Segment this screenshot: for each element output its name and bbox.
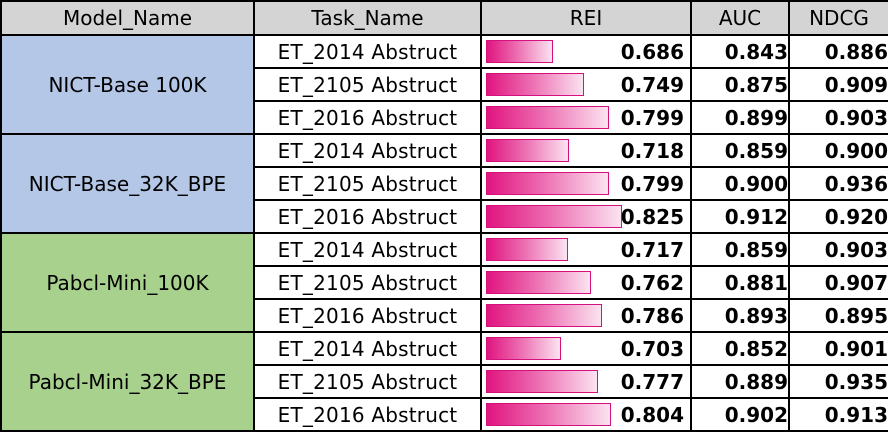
table-row: Pabcl-Mini_100K ET_2014 Abstruct 0.717 0.85… xyxy=(0,232,888,333)
rei-value: 0.799 xyxy=(620,105,684,130)
task-name-cell: ET_2016 Abstruct xyxy=(253,397,482,432)
rei-value: 0.777 xyxy=(620,369,684,394)
auc-value: 0.852 xyxy=(690,331,790,366)
model-name-cell: Pabcl-Mini_100K xyxy=(0,232,255,333)
auc-value: 0.889 xyxy=(690,364,790,399)
ndcg-value: 0.903 xyxy=(788,100,888,135)
ndcg-value: 0.901 xyxy=(788,331,888,366)
ndcg-value: 0.886 xyxy=(788,34,888,69)
rei-value: 0.749 xyxy=(620,72,684,97)
table-row: ET_2105 Abstruct 0.749 0.875 0.909 xyxy=(1,67,888,102)
auc-value: 0.900 xyxy=(690,166,790,201)
rei-bar xyxy=(486,238,568,261)
rei-bar xyxy=(486,370,598,393)
ndcg-value: 0.907 xyxy=(788,265,888,300)
table-row: ET_2016 Abstruct 0.786 0.893 0.895 xyxy=(1,298,888,333)
header-auc: AUC xyxy=(690,0,790,36)
header-row: Model_Name Task_Name REI AUC NDCG xyxy=(0,0,888,36)
ndcg-value: 0.903 xyxy=(788,232,888,267)
rei-cell: 0.786 xyxy=(480,298,692,333)
rei-cell: 0.686 xyxy=(480,34,692,69)
ndcg-value: 0.913 xyxy=(788,397,888,432)
table-row: NICT-Base 100K ET_2014 Abstruct 0.686 0.843… xyxy=(0,34,888,135)
rei-cell: 0.799 xyxy=(480,100,692,135)
rei-bar xyxy=(486,403,611,426)
auc-value: 0.899 xyxy=(690,100,790,135)
ndcg-value: 0.936 xyxy=(788,166,888,201)
rei-value: 0.686 xyxy=(620,39,684,64)
task-name-cell: ET_2105 Abstruct xyxy=(253,364,482,399)
task-name-cell: ET_2014 Abstruct xyxy=(253,331,482,366)
table-row: ET_2105 Abstruct 0.762 0.881 0.907 xyxy=(1,265,888,300)
table-row: ET_2105 Abstruct 0.777 0.889 0.935 xyxy=(1,364,888,399)
rei-bar xyxy=(486,271,591,294)
table-row: Pabcl-Mini_32K_BPE ET_2014 Abstruct 0.703 0… xyxy=(0,331,888,432)
auc-value: 0.912 xyxy=(690,199,790,234)
task-name-cell: ET_2014 Abstruct xyxy=(253,232,482,267)
task-name-cell: ET_2014 Abstruct xyxy=(253,133,482,168)
auc-value: 0.843 xyxy=(690,34,790,69)
header-model-name: Model_Name xyxy=(0,0,255,36)
rei-bar xyxy=(486,304,602,327)
rei-cell: 0.749 xyxy=(480,67,692,102)
rei-value: 0.703 xyxy=(620,336,684,361)
rei-value: 0.786 xyxy=(620,303,684,328)
table-row: ET_2016 Abstruct 0.799 0.899 0.903 xyxy=(1,100,888,135)
rei-cell: 0.825 xyxy=(480,199,692,234)
task-name-cell: ET_2016 Abstruct xyxy=(253,199,482,234)
ndcg-value: 0.935 xyxy=(788,364,888,399)
task-name-cell: ET_2014 Abstruct xyxy=(253,34,482,69)
rei-bar xyxy=(486,40,553,63)
rei-cell: 0.777 xyxy=(480,364,692,399)
rei-value: 0.717 xyxy=(620,237,684,262)
task-name-cell: ET_2105 Abstruct xyxy=(253,265,482,300)
rei-cell: 0.717 xyxy=(480,232,692,267)
rei-value: 0.825 xyxy=(620,204,684,229)
rei-bar xyxy=(486,172,609,195)
table-body: NICT-Base 100K ET_2014 Abstruct 0.686 0.843… xyxy=(0,34,888,432)
auc-value: 0.893 xyxy=(690,298,790,333)
ndcg-value: 0.920 xyxy=(788,199,888,234)
rei-cell: 0.762 xyxy=(480,265,692,300)
task-name-cell: ET_2105 Abstruct xyxy=(253,166,482,201)
auc-value: 0.859 xyxy=(690,133,790,168)
auc-value: 0.859 xyxy=(690,232,790,267)
rei-cell: 0.799 xyxy=(480,166,692,201)
rei-value: 0.762 xyxy=(620,270,684,295)
table-row: ET_2105 Abstruct 0.799 0.900 0.936 xyxy=(1,166,888,201)
rei-value: 0.799 xyxy=(620,171,684,196)
ndcg-value: 0.900 xyxy=(788,133,888,168)
table-row: NICT-Base_32K_BPE ET_2014 Abstruct 0.718 0.… xyxy=(0,133,888,234)
rei-cell: 0.804 xyxy=(480,397,692,432)
table-row: ET_2016 Abstruct 0.804 0.902 0.913 xyxy=(1,397,888,432)
table-header: Model_Name Task_Name REI AUC NDCG xyxy=(0,0,888,36)
model-name-cell: Pabcl-Mini_32K_BPE xyxy=(0,331,255,432)
ndcg-value: 0.909 xyxy=(788,67,888,102)
task-name-cell: ET_2105 Abstruct xyxy=(253,67,482,102)
auc-value: 0.881 xyxy=(690,265,790,300)
rei-bar xyxy=(486,73,584,96)
auc-value: 0.875 xyxy=(690,67,790,102)
model-name-cell: NICT-Base_32K_BPE xyxy=(0,133,255,234)
header-ndcg: NDCG xyxy=(788,0,888,36)
header-task-name: Task_Name xyxy=(253,0,482,36)
rei-cell: 0.703 xyxy=(480,331,692,366)
rei-bar xyxy=(486,337,561,360)
model-name-cell: NICT-Base 100K xyxy=(0,34,255,135)
rei-value: 0.804 xyxy=(620,402,684,427)
table-row: ET_2016 Abstruct 0.825 0.912 0.920 xyxy=(1,199,888,234)
rei-bar xyxy=(486,205,622,228)
rei-value: 0.718 xyxy=(620,138,684,163)
rei-cell: 0.718 xyxy=(480,133,692,168)
task-name-cell: ET_2016 Abstruct xyxy=(253,298,482,333)
ndcg-value: 0.895 xyxy=(788,298,888,333)
rei-bar xyxy=(486,139,569,162)
auc-value: 0.902 xyxy=(690,397,790,432)
header-rei: REI xyxy=(480,0,692,36)
task-name-cell: ET_2016 Abstruct xyxy=(253,100,482,135)
rei-bar xyxy=(486,106,609,129)
